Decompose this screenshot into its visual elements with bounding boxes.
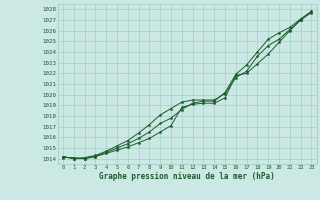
X-axis label: Graphe pression niveau de la mer (hPa): Graphe pression niveau de la mer (hPa) bbox=[99, 172, 275, 181]
